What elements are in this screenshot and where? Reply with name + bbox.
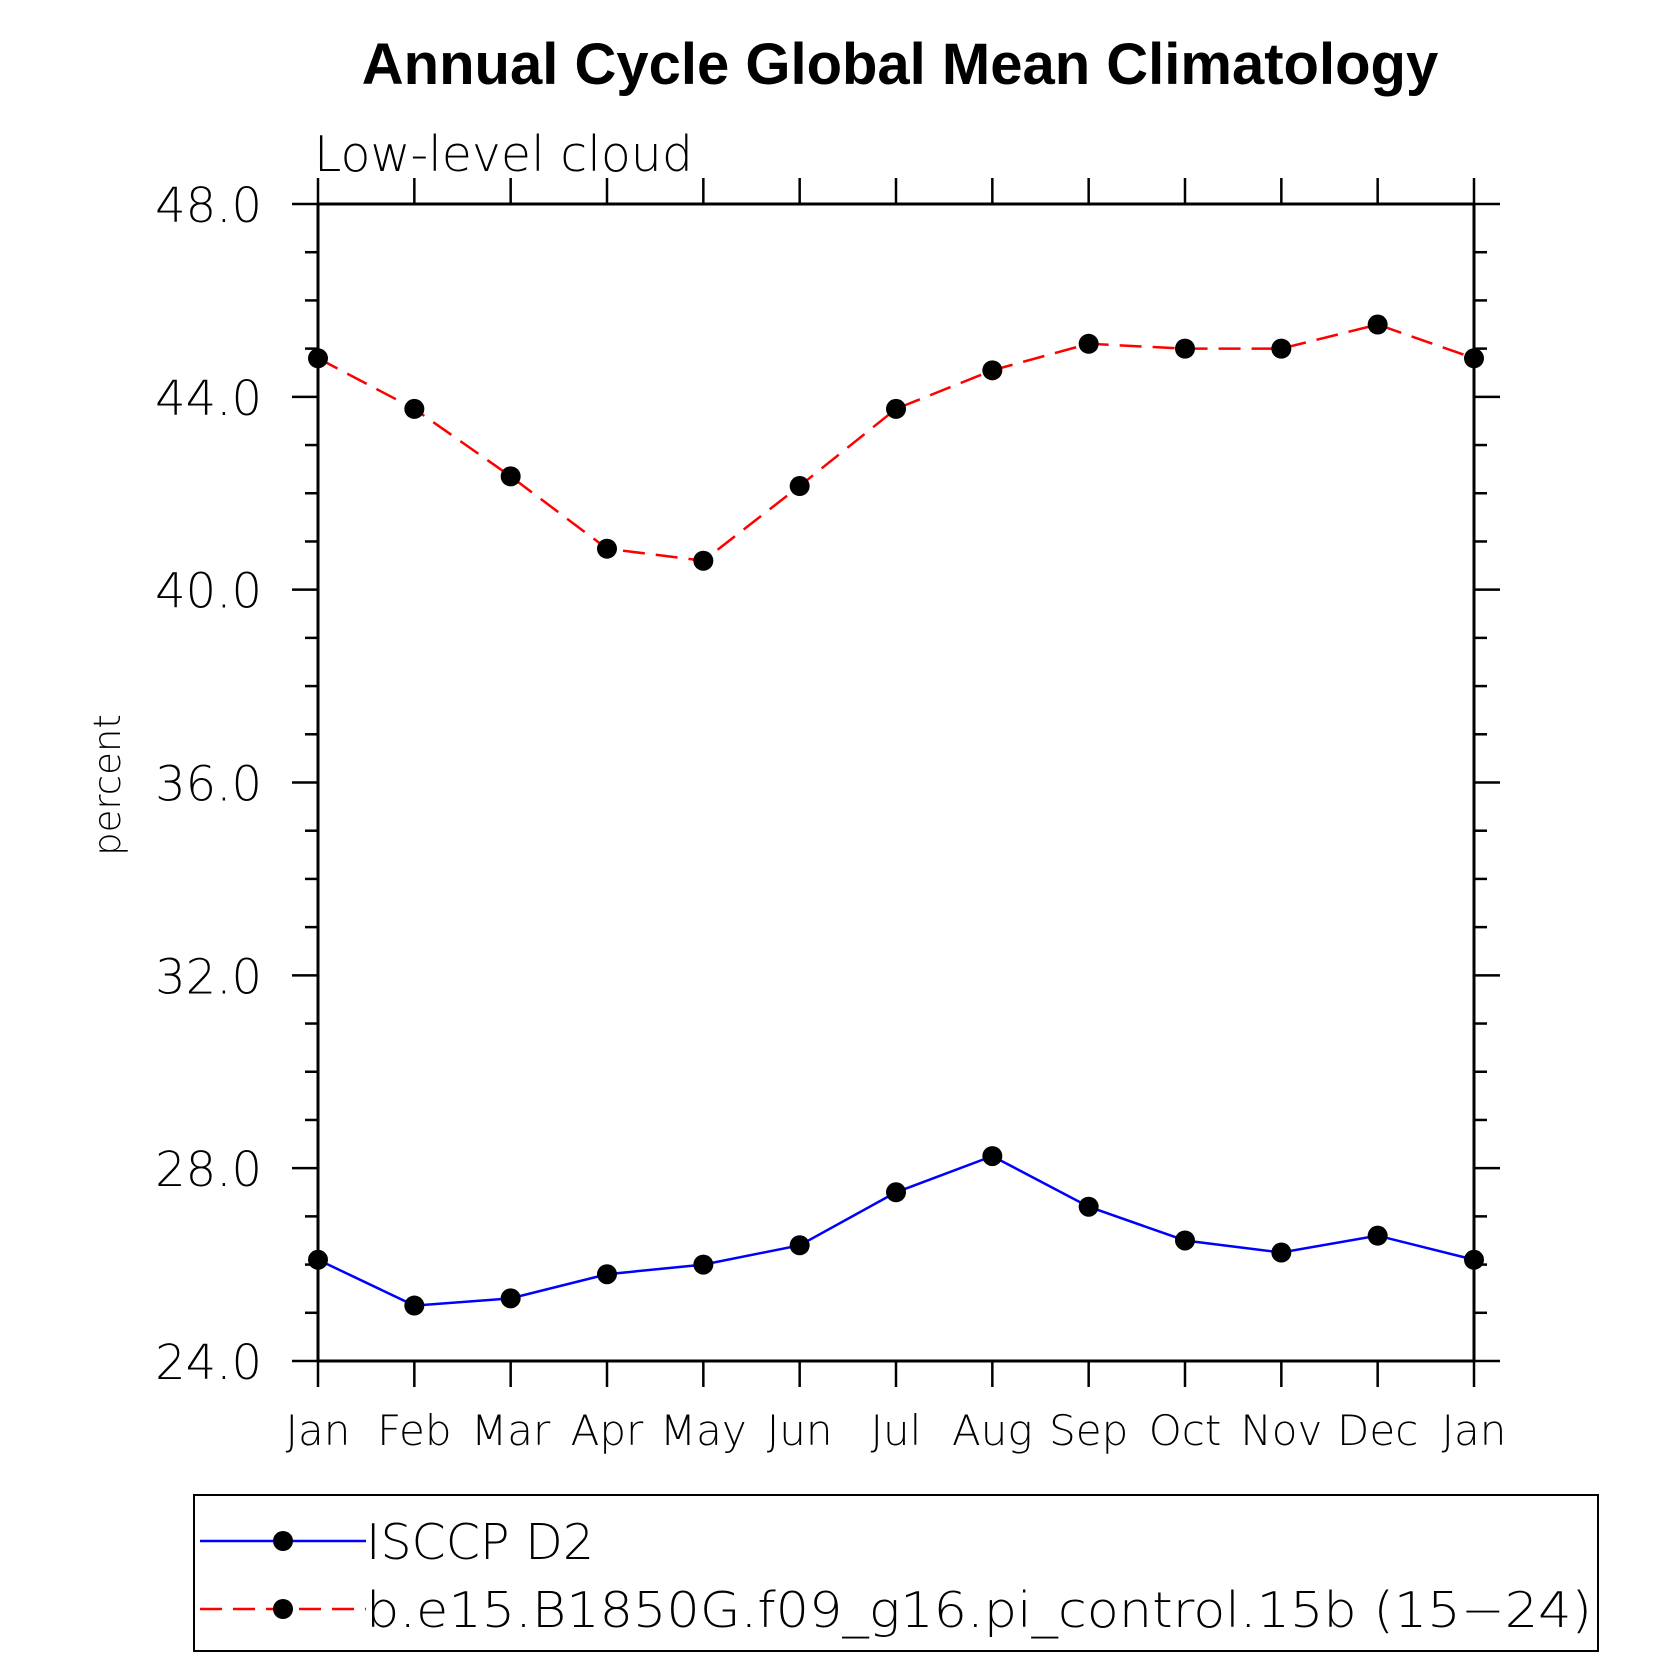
series-1-point bbox=[886, 398, 906, 419]
legend-swatch-isccp-marker bbox=[273, 1531, 293, 1551]
x-tick-label: Nov bbox=[1240, 1406, 1322, 1455]
series-0-point bbox=[308, 1249, 328, 1270]
y-tick-label: 48.0 bbox=[155, 178, 262, 234]
y-tick-label: 32.0 bbox=[155, 949, 262, 1005]
legend-label-isccp: ISCCP D2 bbox=[366, 1514, 594, 1571]
series-0-point bbox=[1464, 1249, 1484, 1270]
series-layer bbox=[308, 314, 1484, 1316]
x-tick-label: Aug bbox=[952, 1406, 1033, 1455]
series-1-point bbox=[1175, 338, 1195, 359]
series-0-point bbox=[1271, 1242, 1292, 1263]
chart-subtitle: Low-level cloud bbox=[314, 126, 693, 183]
series-0-point bbox=[886, 1182, 906, 1203]
series-0-point bbox=[789, 1235, 810, 1256]
x-tick-label: Apr bbox=[571, 1406, 644, 1455]
series-0-point bbox=[1175, 1230, 1195, 1251]
chart-title: Annual Cycle Global Mean Climatology bbox=[362, 32, 1438, 97]
series-1-point bbox=[404, 398, 425, 419]
y-tick-label: 36.0 bbox=[155, 757, 262, 813]
series-0-point bbox=[693, 1254, 714, 1275]
series-1-point bbox=[982, 360, 1003, 381]
x-tick-label: Jan bbox=[286, 1406, 351, 1455]
series-1-point bbox=[1271, 338, 1292, 359]
x-tick-label: Mar bbox=[471, 1406, 551, 1455]
legend-swatch-model-marker bbox=[273, 1599, 293, 1619]
series-1-point bbox=[1367, 314, 1388, 335]
y-tick-label: 44.0 bbox=[155, 371, 262, 427]
x-tick-label: Dec bbox=[1337, 1406, 1418, 1455]
legend: ISCCP D2 b.e15.B1850G.f09_g16.pi_control… bbox=[193, 1494, 1599, 1652]
series-0-point bbox=[1078, 1196, 1099, 1217]
legend-box bbox=[193, 1494, 1599, 1652]
series-0-point bbox=[597, 1264, 617, 1285]
x-tick-labels: Jan Feb Mar Apr May Jun Jul Aug Sep Oct Nov Dec Jan bbox=[286, 1406, 1507, 1455]
series-1-point bbox=[597, 538, 617, 559]
series-1-point bbox=[693, 550, 714, 571]
legend-label-model: b.e15.B1850G.f09_g16.pi_control.15b (15−… bbox=[366, 1582, 1592, 1639]
x-tick-label: May bbox=[660, 1406, 747, 1455]
series-1-point bbox=[1078, 333, 1099, 354]
y-tick-label: 28.0 bbox=[155, 1142, 262, 1198]
x-tick-label: Feb bbox=[377, 1406, 451, 1455]
series-0-point bbox=[1367, 1225, 1388, 1246]
x-tick-label: Jul bbox=[871, 1406, 922, 1455]
series-1-point bbox=[308, 348, 328, 369]
series-1-point bbox=[500, 466, 521, 487]
x-tick-label: Oct bbox=[1149, 1406, 1222, 1455]
series-line-0 bbox=[317, 1154, 1475, 1307]
series-line-1 bbox=[317, 323, 1475, 563]
series-0-point bbox=[404, 1295, 425, 1316]
series-0-point bbox=[500, 1288, 521, 1309]
x-tick-label: Jan bbox=[1442, 1406, 1507, 1455]
y-tick-label: 40.0 bbox=[155, 564, 262, 620]
y-axis-label: percent bbox=[86, 714, 129, 856]
x-tick-label: Sep bbox=[1049, 1406, 1128, 1455]
axis-ticks bbox=[292, 178, 1500, 1387]
y-tick-labels: 24.0 28.0 32.0 36.0 40.0 44.0 48.0 bbox=[155, 178, 262, 1391]
series-1-point bbox=[789, 476, 810, 497]
series-1-point bbox=[1464, 348, 1484, 369]
y-tick-label: 24.0 bbox=[155, 1335, 262, 1391]
x-tick-label: Jun bbox=[767, 1406, 833, 1455]
series-0-point bbox=[982, 1146, 1003, 1167]
